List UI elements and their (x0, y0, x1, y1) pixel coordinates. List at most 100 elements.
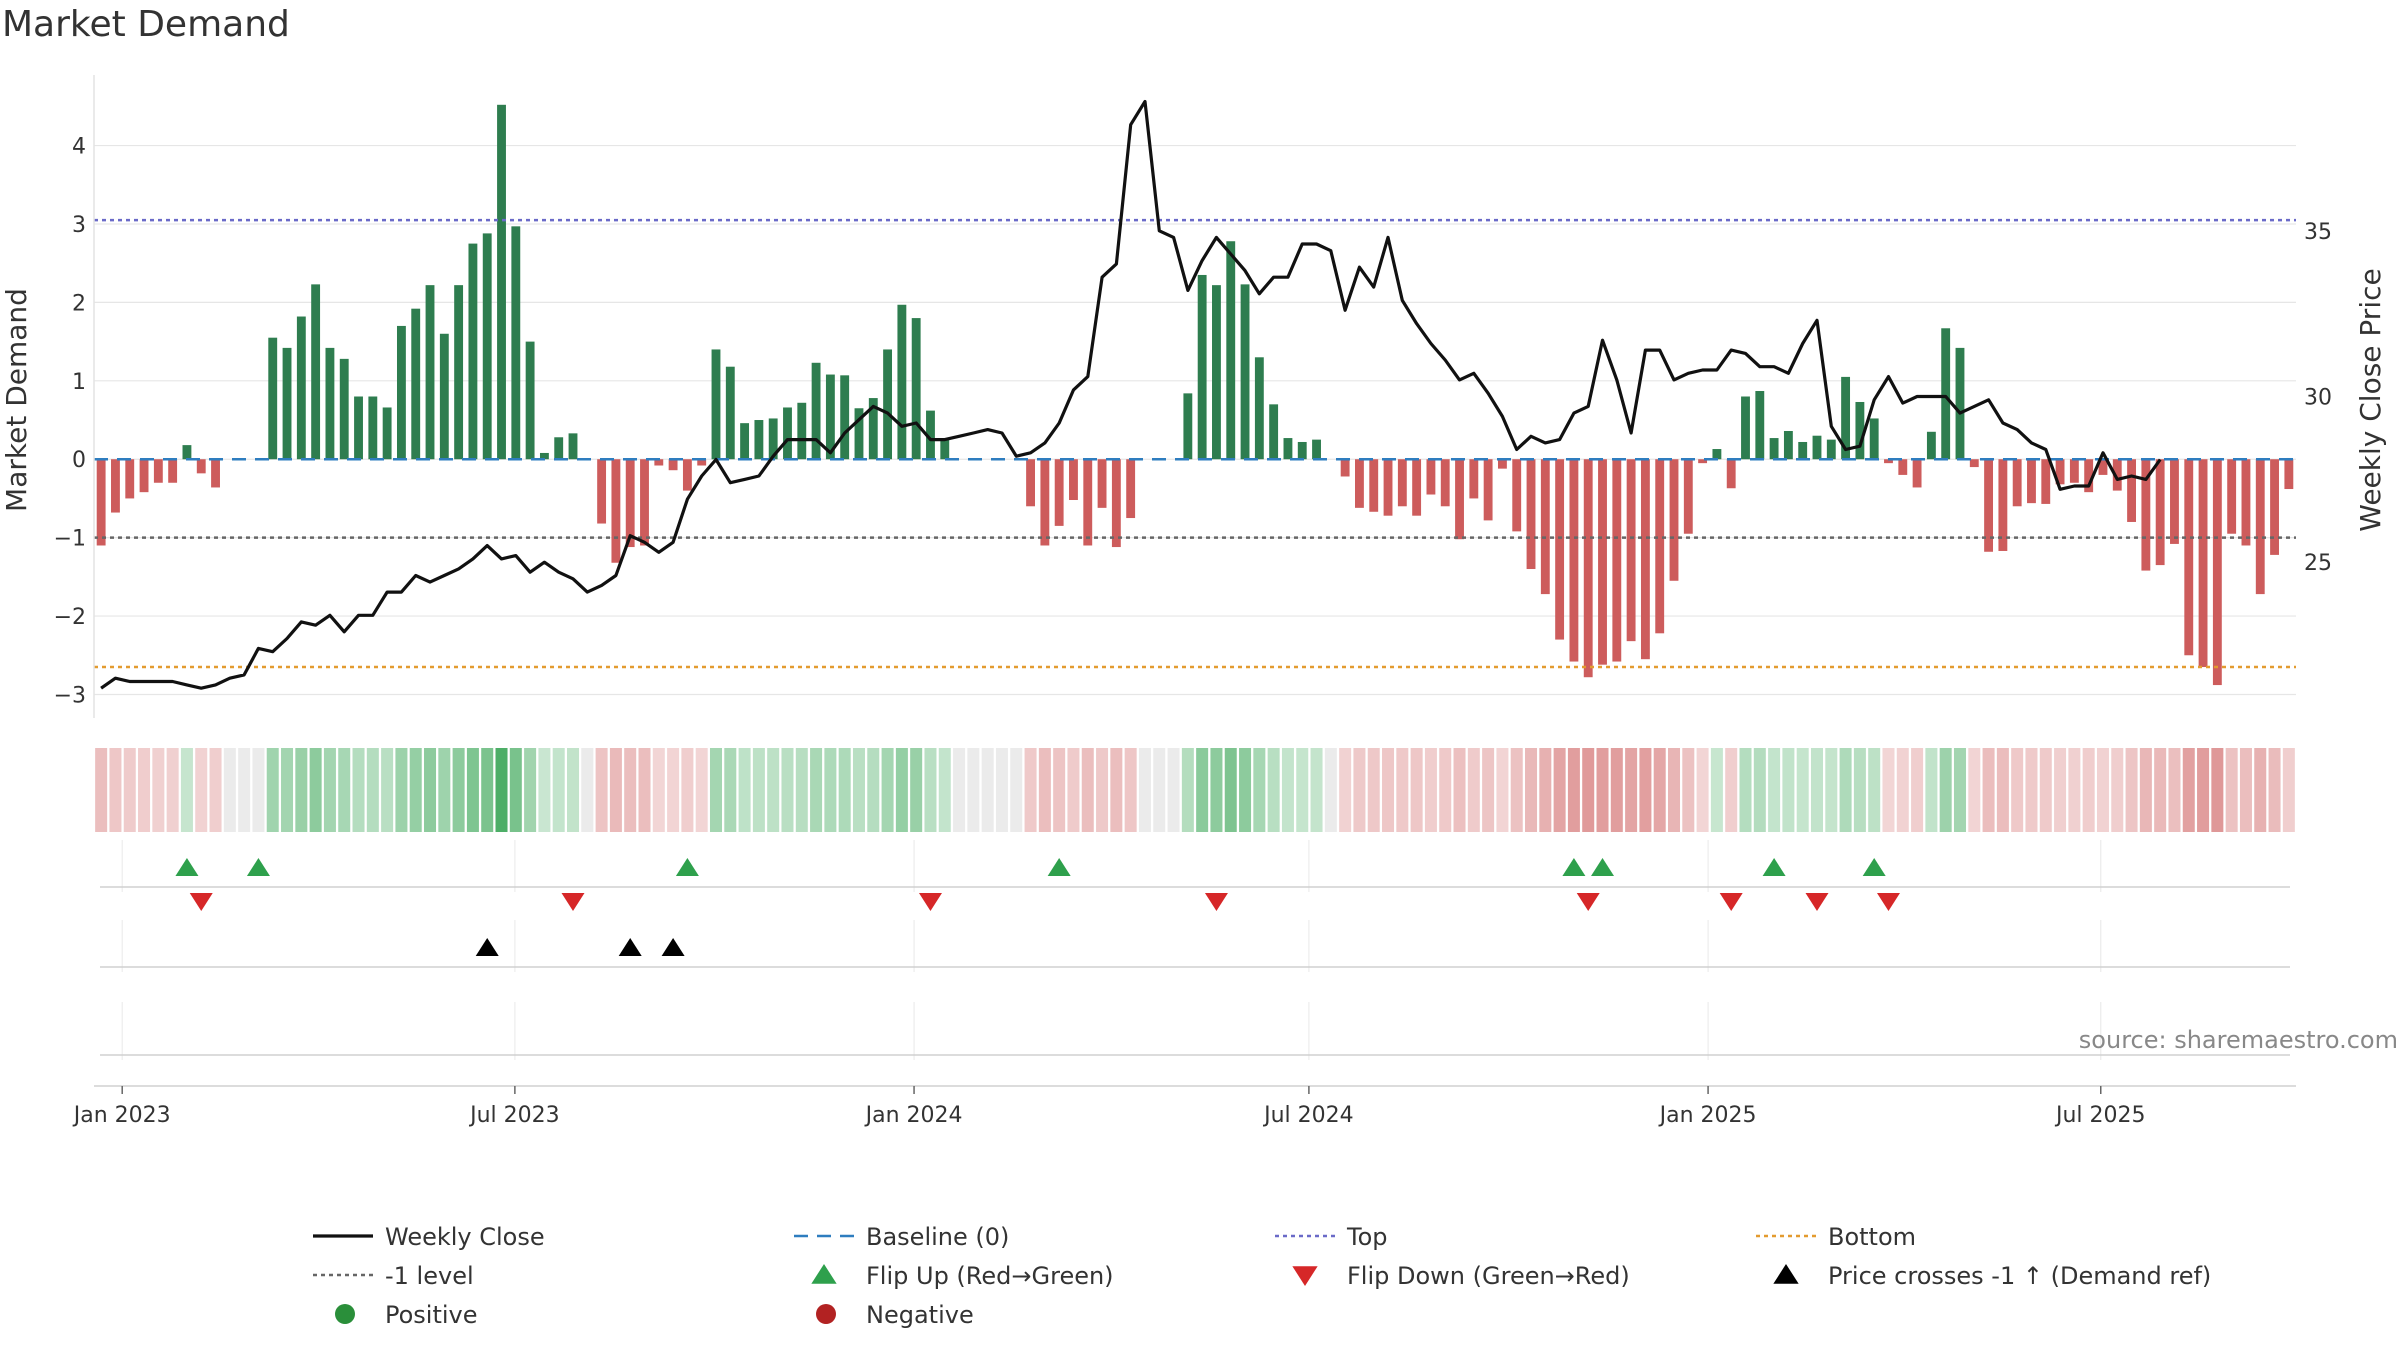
demand-bar (382, 407, 392, 460)
demand-bar (725, 366, 735, 460)
x-tick-label: Jul 2025 (2054, 1103, 2146, 1128)
price-series (100, 99, 2162, 690)
demand-bar (2255, 459, 2265, 595)
heat-cell (209, 748, 222, 832)
demand-bar (425, 285, 435, 460)
heat-cell (1982, 748, 1995, 832)
demand-bar (1898, 459, 1908, 475)
heat-cell (2182, 748, 2195, 832)
heat-cell (1582, 748, 1595, 832)
heat-cell (1382, 748, 1395, 832)
demand-bar (168, 459, 178, 483)
weekly-close-line (100, 99, 2162, 690)
demand-bar (1240, 284, 1250, 460)
heat-cell (1996, 748, 2009, 832)
heat-cell (1768, 748, 1781, 832)
demand-bar (2155, 459, 2165, 566)
flip-up-marker (175, 858, 199, 876)
heat-cell (2282, 748, 2295, 832)
demand-bar (1941, 328, 1951, 460)
demand-bar (1583, 459, 1593, 678)
heat-cell (2139, 748, 2152, 832)
legend-swatch (1773, 1264, 1799, 1284)
flip-up-marker (1591, 858, 1615, 876)
demand-bar (768, 418, 778, 460)
heat-cell (953, 748, 966, 832)
demand-bar (111, 459, 120, 513)
demand-bar (153, 459, 163, 483)
demand-bar (411, 308, 421, 460)
heat-cell (795, 748, 808, 832)
flip-down-marker (1576, 893, 1600, 911)
demand-bar (640, 459, 649, 546)
heat-cell (1739, 748, 1752, 832)
heat-cell (395, 748, 408, 832)
demand-bar (1626, 459, 1636, 642)
heat-cell (452, 748, 465, 832)
heat-cell (1639, 748, 1652, 832)
heat-cell (138, 748, 151, 832)
demand-bar (1111, 459, 1121, 548)
demand-bar (2212, 459, 2222, 686)
heat-cell (1539, 748, 1552, 832)
heat-cell (1153, 748, 1166, 832)
heat-cell (981, 748, 994, 832)
heat-cell (1825, 748, 1838, 832)
heat-cell (995, 748, 1008, 832)
legend-swatch (816, 1304, 836, 1324)
demand-bar (1312, 439, 1321, 460)
demand-bar (311, 284, 321, 460)
y-tick-label: 3 (72, 213, 86, 238)
heat-cell (2039, 748, 2052, 832)
heat-cell (1953, 748, 1966, 832)
y2-tick-label: 25 (2304, 551, 2332, 576)
demand-bar (1569, 459, 1579, 662)
demand-bar (1698, 459, 1708, 464)
heat-cell (967, 748, 980, 832)
demand-bar (625, 459, 635, 548)
signal-rows (100, 840, 2290, 1060)
heat-cell (1896, 748, 1909, 832)
heat-cell (1239, 748, 1252, 832)
heat-cell (2268, 748, 2281, 832)
heat-cell (810, 748, 823, 832)
flip-down-marker (189, 893, 213, 911)
flip-down-marker (918, 893, 942, 911)
demand-bar (396, 325, 406, 460)
demand-bar (2170, 459, 2179, 544)
demand-bar (1369, 459, 1379, 512)
legend-label: Negative (866, 1301, 974, 1329)
demand-bar (654, 459, 664, 466)
demand-bar (325, 347, 335, 460)
heat-cell (652, 748, 665, 832)
heat-cell (2211, 748, 2224, 832)
heat-cell (595, 748, 608, 832)
heat-cell (1424, 748, 1437, 832)
demand-bar (1283, 438, 1293, 460)
demand-bar (2284, 459, 2294, 490)
demand-bar (1726, 459, 1736, 489)
heat-cell (2082, 748, 2095, 832)
demand-bar (1855, 401, 1865, 460)
heat-cell (1653, 748, 1666, 832)
heat-cell (1939, 748, 1952, 832)
demand-bar (2141, 459, 2151, 571)
heat-cell (824, 748, 837, 832)
heat-cell (166, 748, 179, 832)
demand-bar (1612, 459, 1622, 662)
heat-cell (1610, 748, 1623, 832)
heat-cell (1439, 748, 1452, 832)
demand-bar (740, 423, 750, 460)
demand-bar (1526, 459, 1536, 570)
demand-bar (2270, 459, 2279, 555)
heat-cell (1925, 748, 1938, 832)
demand-bar (539, 452, 549, 460)
demand-bar (1598, 459, 1607, 665)
demand-bar (96, 459, 106, 546)
heat-cell (180, 748, 193, 832)
heat-cell (1567, 748, 1580, 832)
flip-down-marker (1805, 893, 1829, 911)
demand-bar (554, 437, 564, 460)
heat-cell (1067, 748, 1080, 832)
demand-bar (1669, 459, 1679, 581)
